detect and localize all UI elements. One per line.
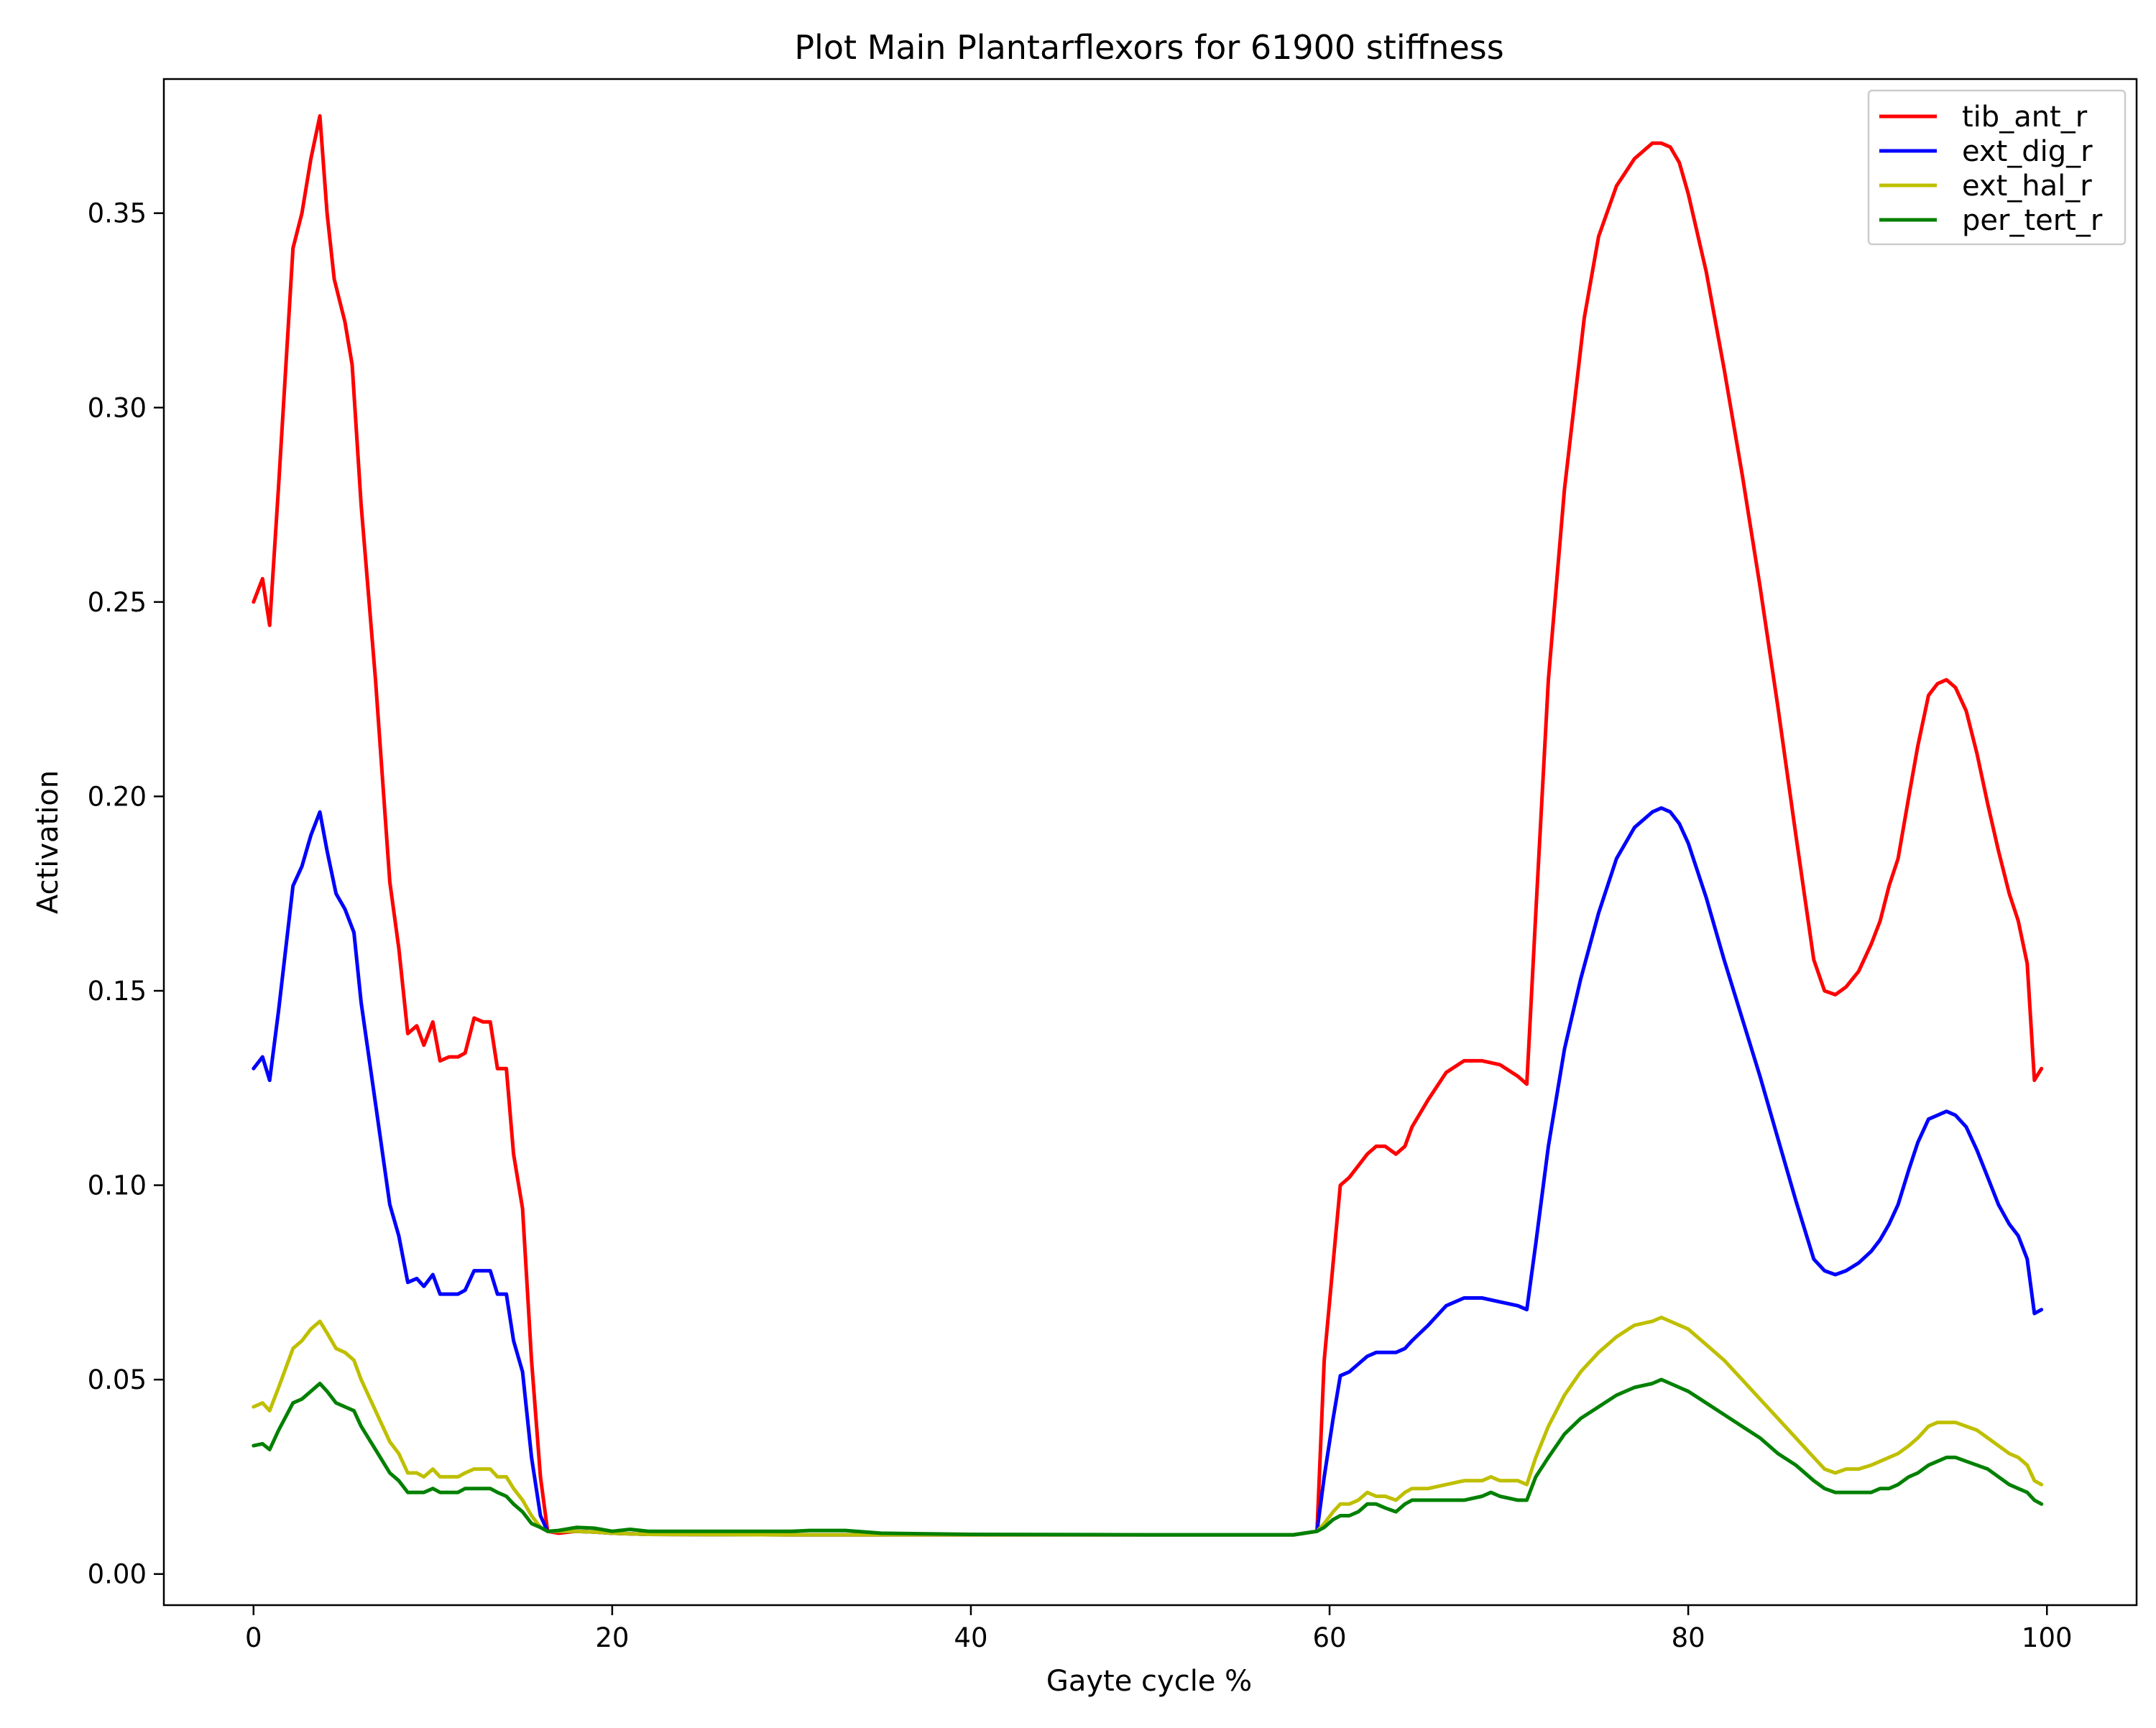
- y-tick-label: 0.30: [88, 392, 147, 423]
- x-tick-label: 20: [595, 1622, 629, 1653]
- x-tick-label: 40: [954, 1622, 987, 1653]
- x-tick-label: 0: [245, 1622, 262, 1653]
- series-line-ext_dig_r: [252, 806, 2044, 1537]
- y-axis-label: Activation: [32, 770, 65, 914]
- y-tick-label: 0.00: [88, 1559, 147, 1590]
- x-axis-label: Gayte cycle %: [1046, 1665, 1252, 1698]
- chart-title: Plot Main Plantarflexors for 61900 stiff…: [794, 28, 1503, 67]
- y-tick-label: 0.35: [88, 198, 147, 229]
- legend-label: ext_dig_r: [1962, 135, 2093, 168]
- x-axis: 0 20 40 60 80 100: [245, 1605, 2073, 1653]
- y-tick-label: 0.25: [88, 587, 147, 618]
- y-tick-label: 0.05: [88, 1364, 147, 1395]
- y-tick-label: 0.10: [88, 1170, 147, 1201]
- plot-frame: [162, 78, 2138, 1607]
- series-line-tib_ant_r: [252, 114, 2044, 1537]
- series-lines: [252, 114, 2044, 1537]
- series-line-per_tert_r: [252, 1377, 2044, 1537]
- series-line-ext_hal_r: [252, 1316, 2044, 1537]
- y-tick-label: 0.15: [88, 976, 147, 1007]
- legend-label: per_tert_r: [1962, 204, 2103, 237]
- legend-label: ext_hal_r: [1962, 170, 2092, 203]
- y-tick-label: 0.20: [88, 781, 147, 812]
- x-tick-label: 100: [2022, 1622, 2073, 1653]
- legend-label: tib_ant_r: [1962, 101, 2088, 134]
- x-tick-label: 60: [1312, 1622, 1346, 1653]
- legend-box: [1867, 89, 2127, 246]
- x-tick-label: 80: [1672, 1622, 1705, 1653]
- y-axis: 0.00 0.05 0.10 0.15 0.20 0.25 0.30 0.35: [88, 198, 164, 1590]
